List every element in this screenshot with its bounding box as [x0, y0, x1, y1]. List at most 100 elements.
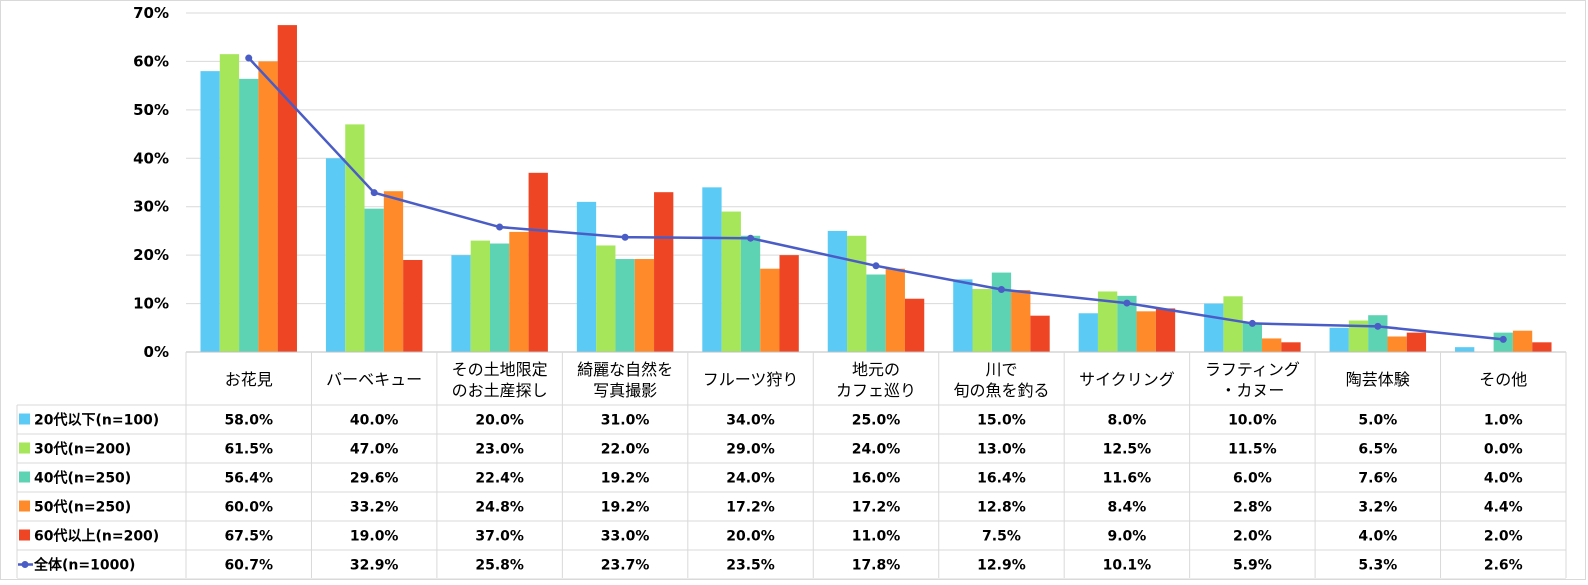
table-cell-value: 29.6%	[350, 471, 399, 487]
bar	[885, 268, 905, 352]
bar	[1136, 311, 1156, 352]
category-label: 地元の	[852, 360, 900, 379]
table-cell-value: 33.2%	[350, 500, 399, 516]
table-cell-value: 34.0%	[726, 413, 775, 429]
bar	[509, 231, 529, 352]
bar	[827, 230, 848, 352]
table-cell-value: 6.0%	[1233, 471, 1272, 487]
line-point	[747, 234, 755, 242]
table-cell-value: 10.1%	[1103, 558, 1152, 574]
bar	[904, 298, 925, 352]
y-tick-label: 10%	[133, 295, 169, 313]
bar	[528, 172, 548, 352]
bar	[702, 187, 722, 352]
line-point	[1374, 322, 1382, 330]
table-cell-value: 33.0%	[601, 529, 650, 545]
bar	[219, 54, 240, 353]
category-label: 陶芸体験	[1346, 370, 1410, 389]
bar	[1368, 315, 1388, 352]
series-label: 60代以上(n=200)	[34, 528, 159, 545]
series-label: 50代(n=250)	[34, 499, 131, 516]
table-cell-value: 2.0%	[1233, 529, 1272, 545]
bar	[740, 235, 761, 352]
bar	[258, 61, 278, 353]
table-cell-value: 56.4%	[224, 471, 273, 487]
table-cell-value: 7.5%	[982, 529, 1021, 545]
series-label: 20代以下(n=100)	[34, 412, 159, 429]
table-cell-value: 3.2%	[1358, 500, 1397, 516]
category-label: その他	[1479, 370, 1527, 389]
legend-line-marker	[21, 561, 29, 568]
category-label: その土地限定	[452, 360, 548, 379]
series-label: 40代(n=250)	[34, 470, 131, 487]
table-cell-value: 47.0%	[350, 442, 399, 458]
table-cell-value: 29.0%	[726, 442, 775, 458]
bar	[489, 243, 510, 352]
bar	[239, 78, 259, 352]
bar	[383, 191, 404, 352]
table-cell-value: 19.2%	[601, 500, 650, 516]
table-cell-value: 37.0%	[475, 529, 524, 545]
table-cell-value: 7.6%	[1358, 471, 1397, 487]
table-cell-value: 8.0%	[1107, 413, 1146, 429]
line-point	[496, 223, 504, 231]
bar	[1387, 336, 1407, 352]
bar	[1455, 347, 1475, 352]
bar	[1242, 322, 1263, 352]
bar	[1097, 291, 1118, 352]
table-cell-value: 23.7%	[601, 558, 650, 574]
category-label: 綺麗な自然を	[577, 360, 673, 379]
table-cell-value: 19.2%	[601, 471, 650, 487]
table-cell-value: 12.9%	[977, 558, 1026, 574]
table-cell-value: 13.0%	[977, 442, 1026, 458]
legend-swatch	[19, 442, 30, 454]
bar	[1155, 308, 1176, 352]
table-cell-value: 12.5%	[1103, 442, 1152, 458]
table-cell-value: 17.8%	[852, 558, 901, 574]
bar	[1117, 295, 1137, 352]
table-cell-value: 61.5%	[224, 442, 273, 458]
table-cell-value: 24.8%	[475, 500, 524, 516]
legend-swatch	[19, 413, 30, 425]
legend-swatch	[19, 529, 30, 541]
line-point	[1248, 319, 1256, 327]
table-cell-value: 17.2%	[852, 500, 901, 516]
bar	[654, 192, 674, 352]
category-label: バーベキュー	[326, 370, 422, 389]
bar	[451, 255, 471, 352]
table-cell-value: 0.0%	[1484, 442, 1523, 458]
bar	[1204, 303, 1224, 352]
y-tick-label: 70%	[133, 4, 169, 22]
bar	[1348, 320, 1369, 352]
table-cell-value: 17.2%	[726, 500, 775, 516]
table-cell-value: 24.0%	[726, 471, 775, 487]
table-cell-value: 60.0%	[224, 500, 273, 516]
bar	[615, 259, 635, 352]
table-cell-value: 4.0%	[1484, 471, 1523, 487]
bar	[953, 279, 973, 352]
table-cell-value: 10.0%	[1228, 413, 1277, 429]
legend-swatch	[19, 471, 30, 483]
table-cell-value: 2.0%	[1484, 529, 1523, 545]
bars	[200, 25, 1552, 353]
bar	[1078, 313, 1098, 352]
table-cell-value: 1.0%	[1484, 413, 1523, 429]
bar	[1030, 315, 1050, 352]
table-cell-value: 12.8%	[977, 500, 1026, 516]
bar	[1406, 332, 1427, 352]
table-cell-value: 19.0%	[350, 529, 399, 545]
bar	[576, 201, 597, 352]
bar	[847, 235, 867, 352]
category-label: お花見	[225, 370, 273, 389]
table-cell-value: 2.6%	[1484, 558, 1523, 574]
table-cell-value: 5.0%	[1358, 413, 1397, 429]
category-label: 旬の魚を釣る	[953, 381, 1049, 400]
table-cell-value: 20.0%	[726, 529, 775, 545]
table-cell-value: 60.7%	[224, 558, 273, 574]
y-tick-label: 20%	[133, 246, 169, 264]
table-cell-value: 9.0%	[1107, 529, 1146, 545]
table-cell-value: 20.0%	[475, 413, 524, 429]
